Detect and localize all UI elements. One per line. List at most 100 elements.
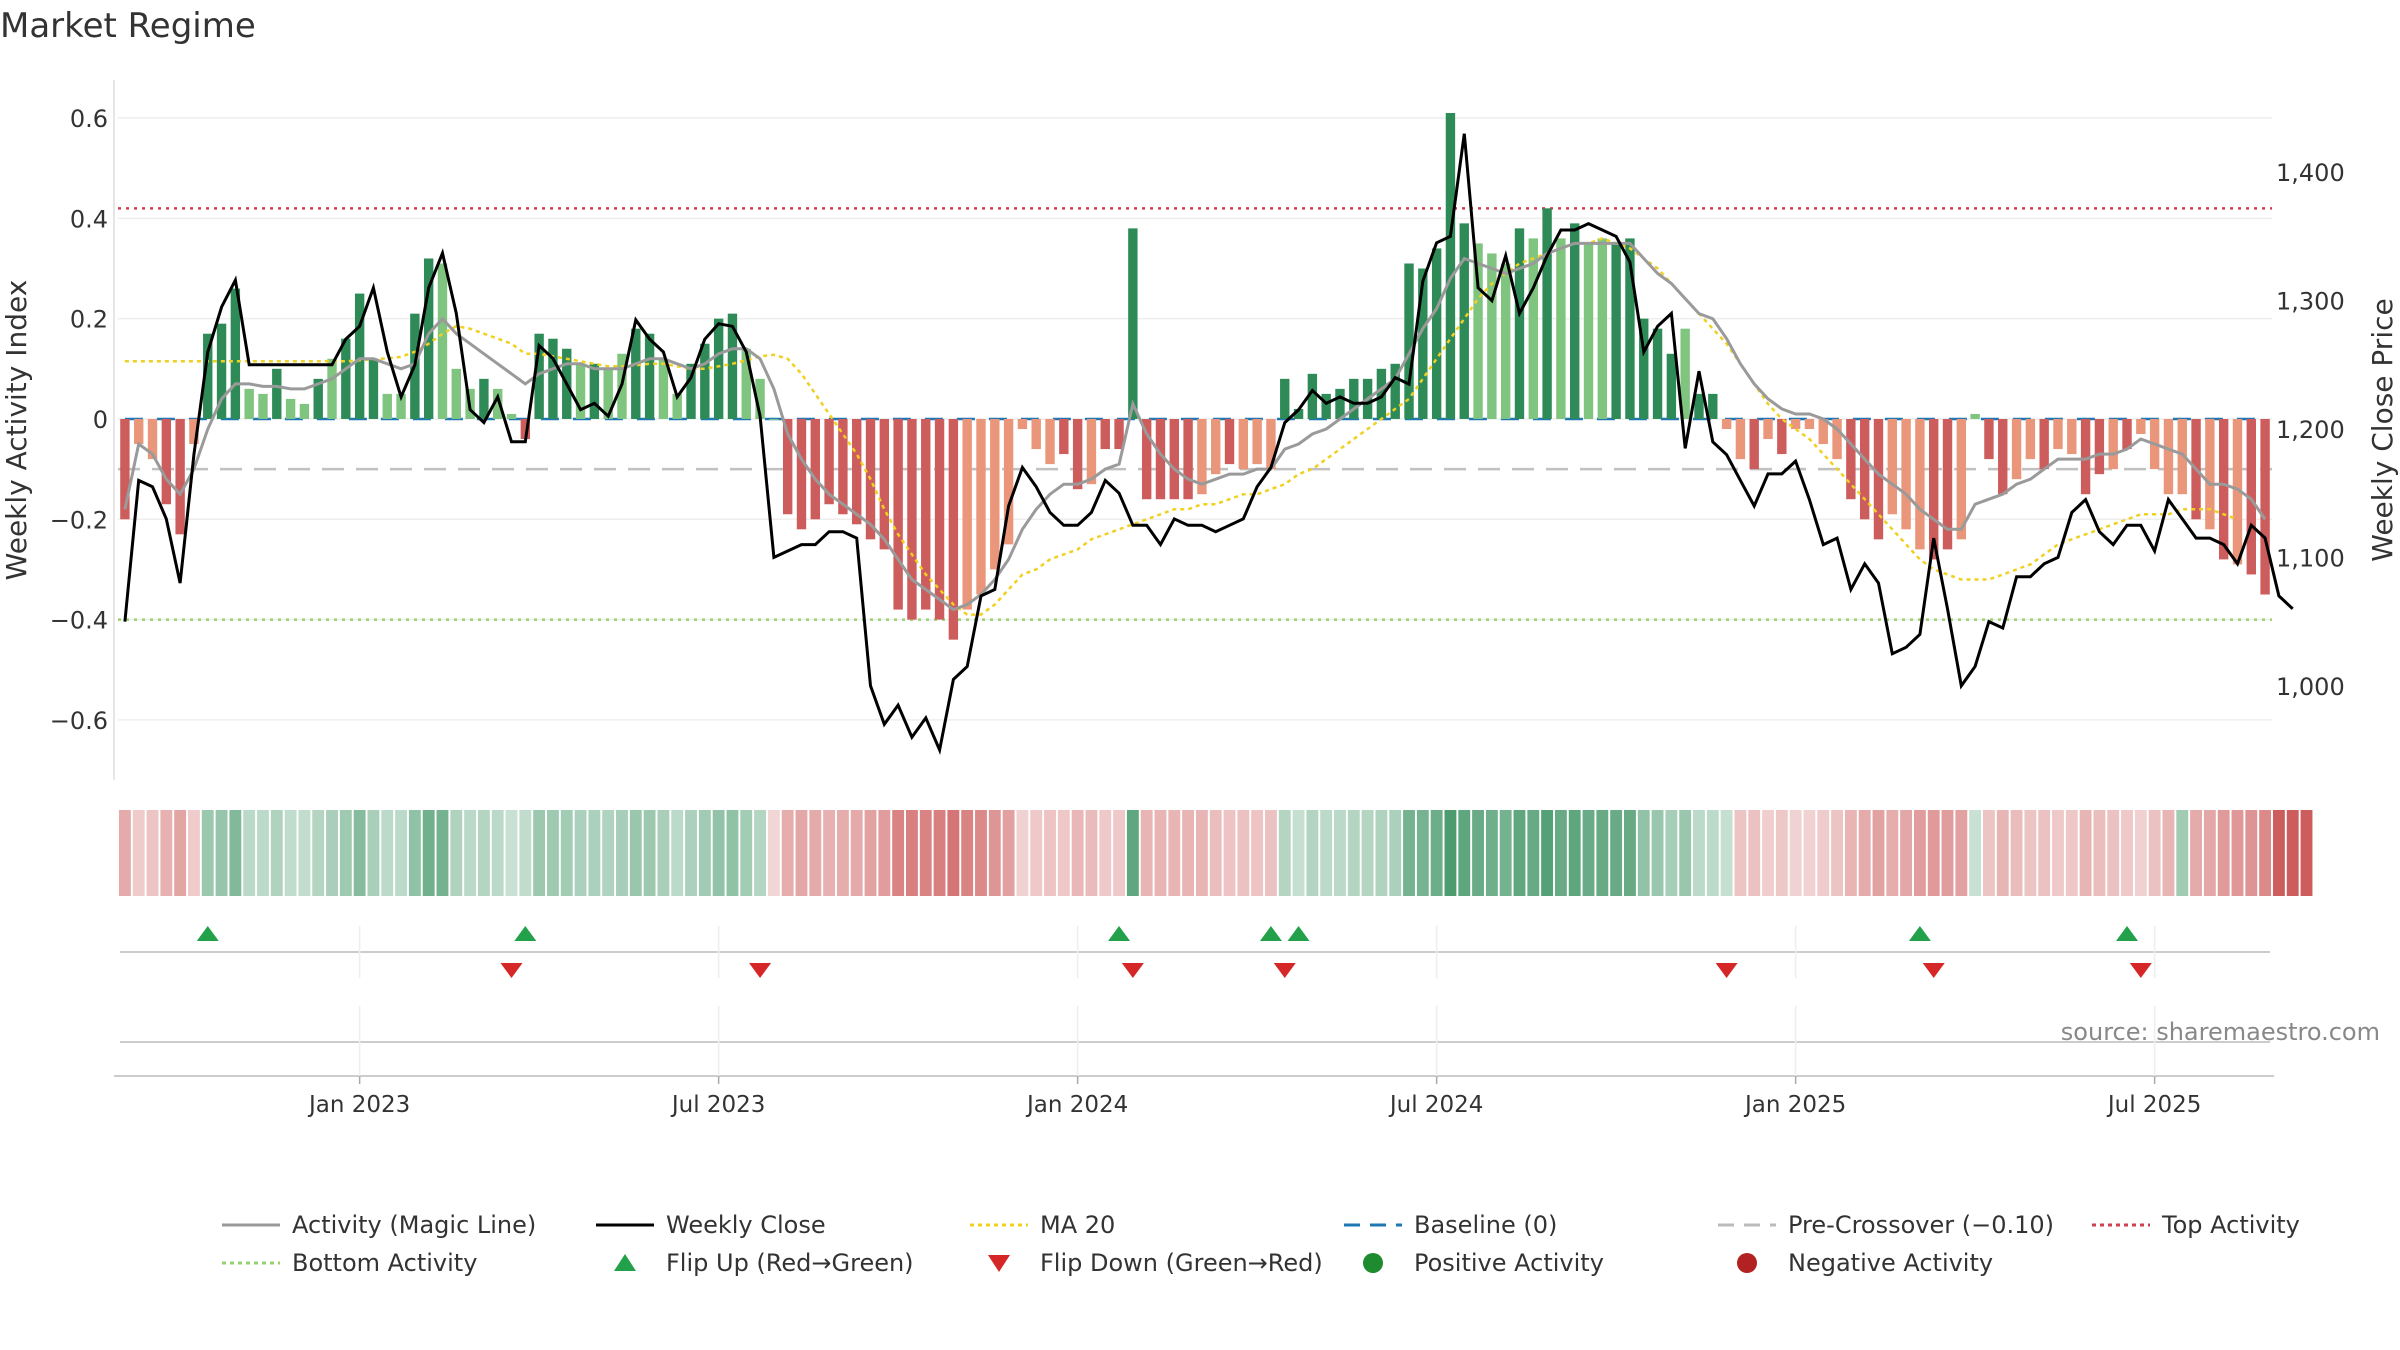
legend-label: MA 20 bbox=[1040, 1211, 1115, 1239]
x-tick-label: Jan 2024 bbox=[1025, 1092, 1128, 1118]
regime-cell bbox=[243, 810, 256, 896]
regime-cell bbox=[1485, 810, 1498, 896]
regime-cell bbox=[698, 810, 711, 896]
legend-swatch bbox=[1737, 1253, 1757, 1273]
activity-bar bbox=[548, 338, 558, 419]
regime-cell bbox=[1983, 810, 1995, 896]
regime-cell bbox=[1306, 810, 1319, 896]
regime-cell bbox=[491, 810, 504, 896]
activity-bar bbox=[2094, 418, 2105, 475]
activity-bar bbox=[1224, 418, 1235, 465]
activity-bar bbox=[713, 318, 724, 419]
activity-bar bbox=[1197, 418, 1207, 495]
activity-bar bbox=[575, 363, 586, 419]
activity-bar bbox=[1031, 418, 1041, 450]
regime-cell bbox=[1693, 810, 1705, 896]
regime-cell bbox=[1444, 810, 1457, 896]
regime-cell bbox=[671, 810, 684, 896]
regime-cell bbox=[339, 810, 352, 896]
regime-cell bbox=[1044, 810, 1056, 896]
regime-cell bbox=[477, 810, 490, 896]
regime-cell bbox=[2065, 810, 2078, 896]
activity-bar bbox=[755, 378, 765, 419]
regime-cell bbox=[2231, 810, 2244, 896]
regime-cell bbox=[1568, 810, 1581, 896]
regime-cell bbox=[174, 810, 187, 896]
left-axis-label: Weekly Activity Index bbox=[0, 280, 33, 581]
activity-bar bbox=[879, 418, 890, 550]
activity-bar bbox=[1832, 418, 1842, 460]
regime-cell bbox=[1071, 810, 1084, 896]
legend-label: Baseline (0) bbox=[1414, 1211, 1557, 1239]
activity-bar bbox=[631, 328, 641, 419]
regime-cell bbox=[1320, 810, 1333, 896]
regime-cell bbox=[2024, 810, 2037, 896]
activity-bar bbox=[134, 418, 144, 445]
activity-bar bbox=[1611, 243, 1621, 419]
weekly-close-line bbox=[123, 133, 2294, 756]
regime-cell bbox=[408, 810, 421, 896]
activity-bar bbox=[1873, 418, 1884, 540]
regime-cell bbox=[188, 810, 200, 896]
activity-bar bbox=[1597, 238, 1608, 419]
activity-bar bbox=[1376, 368, 1387, 419]
regime-cell bbox=[892, 810, 905, 896]
activity-bar bbox=[1445, 113, 1456, 419]
activity-bar bbox=[810, 418, 820, 520]
activity-bar bbox=[1625, 238, 1635, 419]
regime-cell bbox=[864, 810, 877, 896]
regime-cell bbox=[1637, 810, 1650, 896]
activity-bar bbox=[2108, 418, 2118, 470]
chart-title: Market Regime bbox=[0, 6, 256, 46]
regime-cell bbox=[2176, 810, 2189, 896]
activity-bar bbox=[1556, 238, 1566, 419]
flip-down-marker bbox=[500, 963, 523, 978]
regime-cell bbox=[1416, 810, 1429, 896]
activity-bar bbox=[644, 333, 655, 419]
regime-cell bbox=[1265, 810, 1277, 896]
right-tick-label: 1,300 bbox=[2276, 288, 2345, 316]
regime-cell bbox=[326, 810, 338, 896]
activity-bar bbox=[244, 388, 254, 419]
activity-bar bbox=[299, 403, 310, 419]
regime-cell bbox=[257, 810, 269, 896]
regime-cell bbox=[1292, 810, 1305, 896]
activity-bar bbox=[1473, 243, 1483, 419]
activity-bar bbox=[782, 418, 793, 515]
regime-cell bbox=[464, 810, 477, 896]
regime-cell bbox=[2300, 810, 2313, 896]
activity-bar bbox=[2122, 418, 2132, 450]
legend-item: Positive Activity bbox=[1363, 1249, 1604, 1277]
regime-cell bbox=[1195, 810, 1208, 896]
activity-bar bbox=[1901, 418, 1911, 530]
activity-bar bbox=[1749, 418, 1759, 470]
regime-cell bbox=[146, 810, 159, 896]
activity-bar bbox=[2039, 418, 2049, 470]
regime-cell bbox=[2272, 810, 2285, 896]
activity-bar bbox=[1114, 418, 1124, 450]
regime-cell bbox=[1016, 810, 1029, 896]
legend-label: Pre-Crossover (−0.10) bbox=[1788, 1211, 2054, 1239]
activity-bar bbox=[479, 378, 489, 419]
x-tick-label: Jul 2025 bbox=[2106, 1092, 2202, 1118]
regime-cell bbox=[1472, 810, 1484, 896]
legend-item: Pre-Crossover (−0.10) bbox=[1718, 1211, 2054, 1239]
regime-cell bbox=[367, 810, 380, 896]
regime-cell bbox=[1403, 810, 1415, 896]
activity-bar bbox=[1735, 418, 1746, 460]
activity-bar bbox=[2218, 418, 2229, 560]
activity-bar bbox=[1003, 418, 1014, 545]
flip-up-marker bbox=[1287, 926, 1310, 941]
regime-cell bbox=[767, 810, 780, 896]
flip-down-marker bbox=[1121, 963, 1144, 978]
regime-cell bbox=[2052, 810, 2064, 896]
regime-cell bbox=[1886, 810, 1899, 896]
left-tick-label: 0.6 bbox=[70, 105, 108, 133]
regime-cell bbox=[1720, 810, 1733, 896]
activity-bar bbox=[437, 263, 448, 419]
regime-cell bbox=[2093, 810, 2106, 896]
activity-bar bbox=[258, 393, 268, 419]
right-tick-label: 1,200 bbox=[2276, 416, 2345, 444]
regime-cell bbox=[975, 810, 987, 896]
